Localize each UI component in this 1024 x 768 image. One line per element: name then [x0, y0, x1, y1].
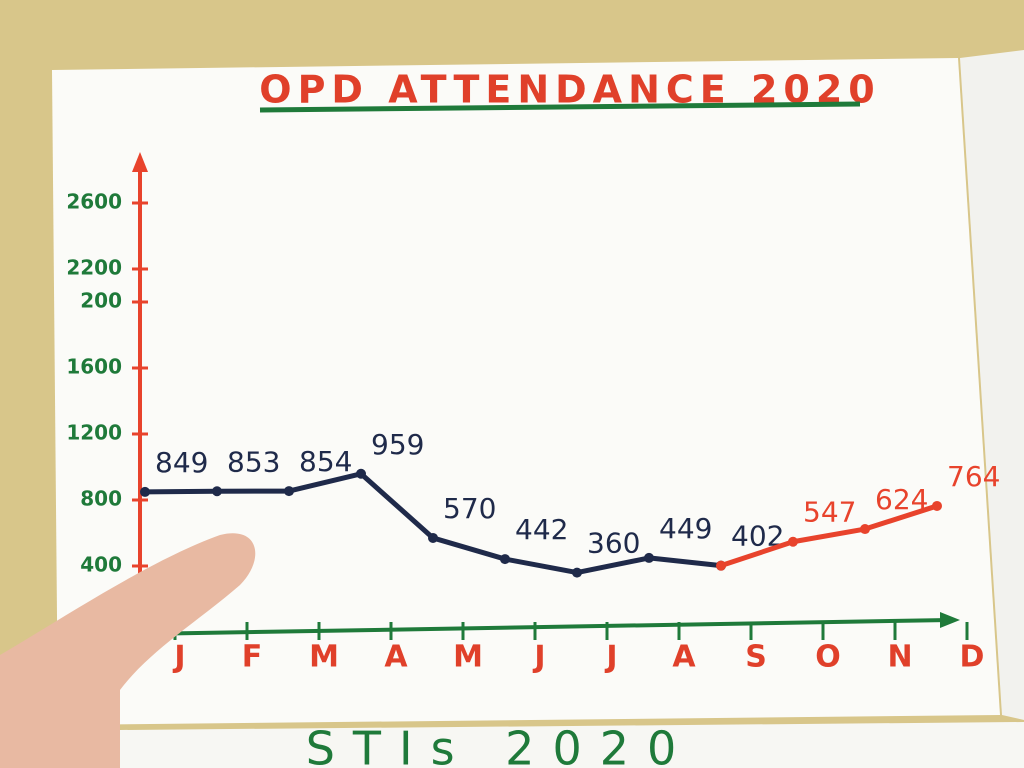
x-tick-label: J: [604, 640, 617, 675]
paper-right: [960, 50, 1024, 720]
point: [572, 567, 582, 578]
point: [716, 560, 726, 571]
y-tick-label: 1600: [66, 355, 122, 379]
title-underline: [259, 101, 861, 113]
x-axis-arrow: [940, 612, 960, 628]
finger: [0, 533, 256, 768]
data-label: 853: [227, 445, 280, 478]
x-tick-label: A: [672, 640, 696, 675]
x-tick-label: O: [815, 640, 841, 675]
x-axis: [139, 618, 951, 636]
data-label: 442: [515, 513, 568, 546]
point: [788, 536, 798, 547]
y-tick-label: 2200: [66, 256, 122, 280]
paper-bottom: [120, 722, 1024, 768]
x-tick-label: F: [242, 640, 263, 675]
point: [428, 532, 438, 543]
y-tick-label: 200: [80, 289, 122, 313]
y-axis-arrow: [132, 152, 148, 172]
data-label: 449: [659, 512, 712, 545]
point: [212, 486, 222, 497]
y-tick-label: 800: [80, 487, 122, 511]
y-tick-label: 1200: [66, 421, 122, 445]
point: [356, 468, 366, 479]
x-tick-label: M: [453, 640, 483, 675]
x-tick-label: J: [532, 640, 545, 675]
point: [500, 554, 510, 565]
y-tick-label: 2600: [66, 190, 122, 214]
point: [860, 524, 870, 535]
paper: [52, 58, 1000, 725]
x-tick-label: M: [309, 640, 339, 675]
x-tick-label: J: [172, 640, 185, 675]
x-tick-label: D: [960, 640, 985, 675]
series-line: [720, 503, 938, 569]
data-label: 849: [155, 446, 208, 479]
data-label: 624: [875, 483, 928, 516]
data-label: 570: [443, 492, 496, 525]
data-label: 547: [803, 496, 856, 529]
point: [932, 500, 942, 511]
x-tick-label: S: [745, 640, 767, 675]
x-tick-label: N: [887, 640, 912, 675]
y-tick-label: 400: [80, 553, 122, 577]
data-label: 360: [587, 527, 640, 560]
data-label: 959: [371, 428, 424, 461]
x-tick-label: A: [384, 640, 408, 675]
data-label: 854: [299, 445, 352, 478]
point: [140, 486, 150, 497]
point: [644, 552, 654, 563]
point: [284, 486, 294, 497]
data-label: 764: [947, 460, 1000, 493]
footer-text: STIs 2020: [306, 722, 695, 768]
